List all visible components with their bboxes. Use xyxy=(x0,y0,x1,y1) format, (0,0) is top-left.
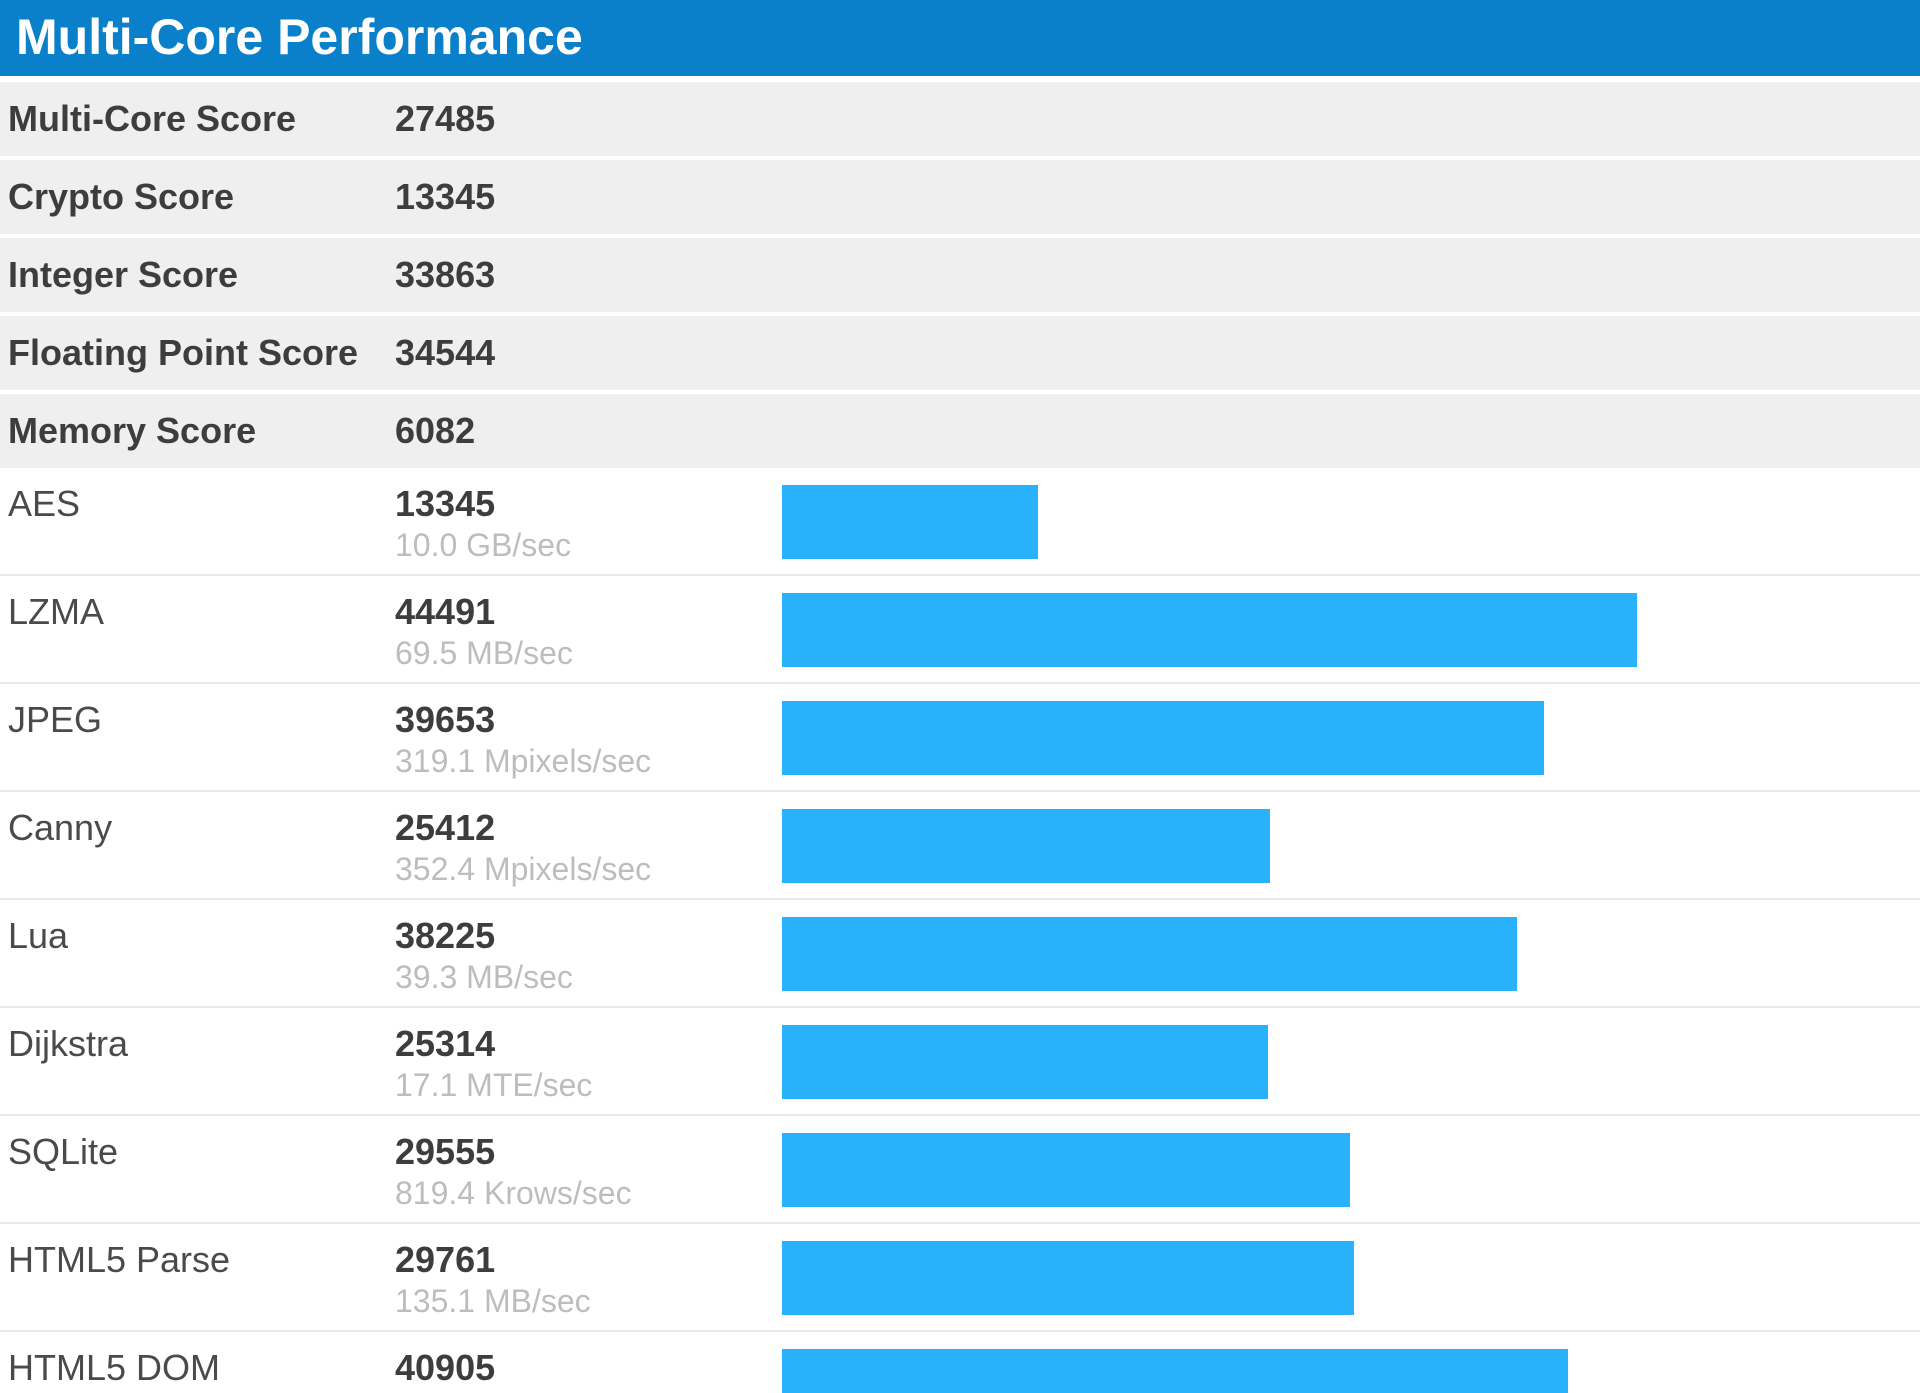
workload-name: HTML5 DOM xyxy=(8,1347,221,1388)
workload-score-table: AES 13345 10.0 GB/sec LZMA 44491 69.5 MB… xyxy=(0,468,1920,1393)
workload-name: JPEG xyxy=(8,699,103,740)
summary-row: Floating Point Score 34544 xyxy=(0,316,1920,390)
workload-unit: 10.0 GB/sec xyxy=(395,527,572,563)
workload-unit: 352.4 Mpixels/sec xyxy=(395,851,652,887)
workload-name: AES xyxy=(8,483,81,524)
workload-row: SQLite 29555 819.4 Krows/sec xyxy=(0,1116,1920,1224)
workload-unit: 17.1 MTE/sec xyxy=(395,1067,593,1103)
workload-row: AES 13345 10.0 GB/sec xyxy=(0,468,1920,576)
summary-score-label: Floating Point Score xyxy=(8,332,359,373)
section-title: Multi-Core Performance xyxy=(16,9,583,65)
workload-score: 25412 xyxy=(395,807,496,848)
summary-score-label: Multi-Core Score xyxy=(8,98,297,139)
workload-name: Canny xyxy=(8,807,113,848)
workload-score-bar xyxy=(782,593,1637,667)
summary-score-label: Memory Score xyxy=(8,410,257,451)
workload-row: HTML5 DOM 40905 xyxy=(0,1332,1920,1393)
workload-unit: 319.1 Mpixels/sec xyxy=(395,743,652,779)
workload-name: SQLite xyxy=(8,1131,119,1172)
summary-row: Memory Score 6082 xyxy=(0,394,1920,468)
summary-score-value: 34544 xyxy=(395,332,496,373)
workload-row: Dijkstra 25314 17.1 MTE/sec xyxy=(0,1008,1920,1116)
summary-score-value: 33863 xyxy=(395,254,496,295)
summary-score-label: Crypto Score xyxy=(8,176,235,217)
summary-row: Integer Score 33863 xyxy=(0,238,1920,312)
workload-unit: 819.4 Krows/sec xyxy=(395,1175,632,1211)
workload-row: HTML5 Parse 29761 135.1 MB/sec xyxy=(0,1224,1920,1332)
workload-score: 38225 xyxy=(395,915,496,956)
workload-score: 25314 xyxy=(395,1023,496,1064)
summary-row: Multi-Core Score 27485 xyxy=(0,82,1920,156)
workload-unit: 69.5 MB/sec xyxy=(395,635,573,671)
workload-unit: 39.3 MB/sec xyxy=(395,959,573,995)
workload-score: 29555 xyxy=(395,1131,496,1172)
workload-score-bar xyxy=(782,1133,1350,1207)
workload-score-bar xyxy=(782,1349,1568,1393)
workload-row: Lua 38225 39.3 MB/sec xyxy=(0,900,1920,1008)
workload-score-bar xyxy=(782,485,1038,559)
section-header: Multi-Core Performance xyxy=(0,0,1920,76)
workload-score-bar xyxy=(782,1025,1268,1099)
summary-score-value: 13345 xyxy=(395,176,496,217)
workload-row: JPEG 39653 319.1 Mpixels/sec xyxy=(0,684,1920,792)
workload-name: HTML5 Parse xyxy=(8,1239,231,1280)
workload-score-bar xyxy=(782,917,1517,991)
workload-unit: 135.1 MB/sec xyxy=(395,1283,591,1319)
workload-score: 44491 xyxy=(395,591,496,632)
workload-score-bar xyxy=(782,1241,1354,1315)
workload-name: LZMA xyxy=(8,591,105,632)
workload-score: 13345 xyxy=(395,483,496,524)
workload-score: 40905 xyxy=(395,1347,496,1388)
workload-score: 39653 xyxy=(395,699,496,740)
workload-score-bar xyxy=(782,809,1270,883)
workload-score: 29761 xyxy=(395,1239,496,1280)
summary-score-table: Multi-Core Score 27485 Crypto Score 1334… xyxy=(0,82,1920,468)
workload-row: Canny 25412 352.4 Mpixels/sec xyxy=(0,792,1920,900)
summary-score-value: 6082 xyxy=(395,410,476,451)
summary-row: Crypto Score 13345 xyxy=(0,160,1920,234)
workload-name: Dijkstra xyxy=(8,1023,129,1064)
workload-name: Lua xyxy=(8,915,69,956)
workload-row: LZMA 44491 69.5 MB/sec xyxy=(0,576,1920,684)
summary-score-value: 27485 xyxy=(395,98,496,139)
summary-score-label: Integer Score xyxy=(8,254,239,295)
workload-score-bar xyxy=(782,701,1544,775)
